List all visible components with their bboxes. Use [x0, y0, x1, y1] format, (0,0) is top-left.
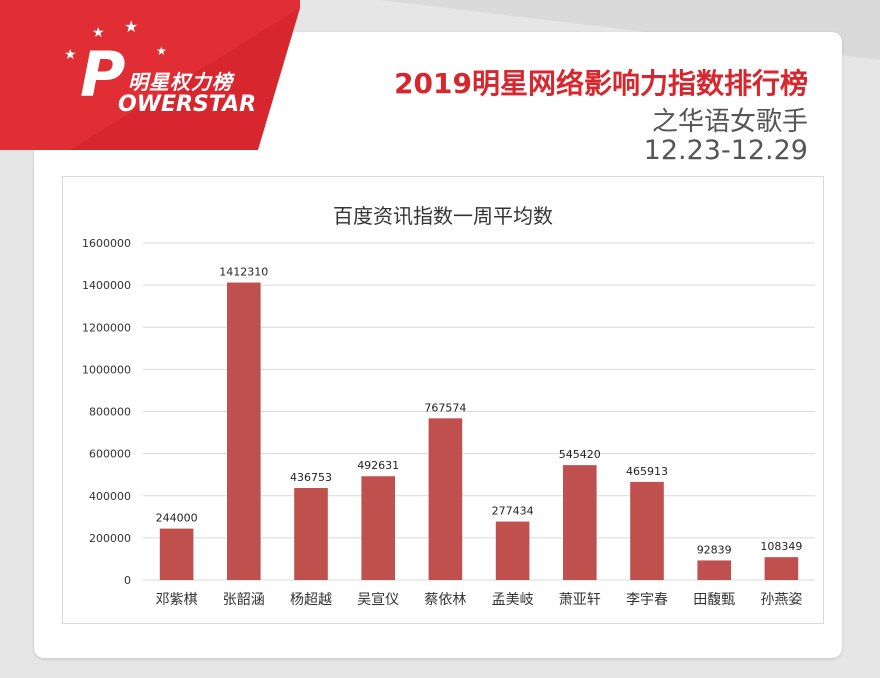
page-title: 2019明星网络影响力指数排行榜: [394, 67, 808, 100]
x-tick-label: 田馥甄: [693, 591, 735, 608]
star-icon: ★: [64, 47, 77, 63]
y-tick-label: 200000: [89, 532, 131, 545]
x-tick-label: 张韶涵: [223, 592, 265, 608]
data-label: 465913: [626, 465, 668, 478]
bar: [227, 282, 261, 580]
y-tick-label: 1200000: [82, 321, 131, 334]
x-tick-label: 孙燕姿: [760, 592, 802, 608]
bar: [294, 488, 328, 580]
bar: [361, 476, 395, 580]
y-tick-label: 400000: [89, 490, 131, 503]
x-tick-label: 蔡依林: [424, 592, 466, 608]
data-label: 545420: [559, 448, 601, 461]
page-subtitle: 之华语女歌手: [651, 107, 808, 137]
bar-chart: 百度资讯指数一周平均数 0 200000 400000 600000 800000 1000…: [82, 204, 815, 608]
x-tick-label: 萧亚轩: [559, 592, 601, 608]
data-label: 92839: [697, 543, 732, 556]
y-tick-label: 1400000: [82, 279, 131, 292]
data-label: 436753: [290, 471, 332, 484]
logo-initial: P: [80, 38, 126, 111]
logo-brand-cn: 明星权力榜: [128, 70, 233, 94]
bar: [495, 521, 530, 580]
chart-title: 百度资讯指数一周平均数: [333, 204, 553, 228]
data-label: 108349: [760, 540, 802, 553]
x-tick-label: 邓紫棋: [156, 592, 198, 608]
y-tick-label: 1000000: [82, 363, 131, 376]
data-label: 767574: [424, 401, 466, 414]
data-label: 1412310: [219, 266, 268, 279]
y-tick-label: 600000: [89, 448, 131, 461]
data-label: 492631: [357, 459, 399, 472]
star-icon: ★: [124, 17, 139, 36]
bar: [630, 481, 664, 580]
y-tick-label: 0: [124, 574, 131, 587]
star-icon: ★: [156, 44, 167, 58]
bar: [563, 465, 597, 580]
y-tick-label: 1600000: [82, 237, 131, 250]
logo-brand-en: OWERSTAR: [118, 92, 257, 117]
x-tick-label: 李宇春: [626, 592, 668, 608]
chart-container: 百度资讯指数一周平均数 0 200000 400000 600000 800000 1000…: [62, 176, 824, 624]
bar: [697, 560, 731, 580]
bar: [159, 528, 194, 580]
brand-banner: [0, 0, 300, 150]
x-tick-label: 杨超越: [290, 592, 332, 608]
data-label: 244000: [156, 512, 198, 525]
date-range: 12.23-12.29: [643, 135, 808, 166]
bar: [428, 418, 463, 580]
y-tick-label: 800000: [89, 406, 131, 419]
bar: [764, 557, 799, 580]
x-tick-label: 孟美岐: [492, 592, 534, 608]
data-label: 277434: [492, 505, 534, 518]
star-icon: ★: [92, 25, 105, 41]
x-tick-label: 吴宣仪: [357, 592, 399, 608]
